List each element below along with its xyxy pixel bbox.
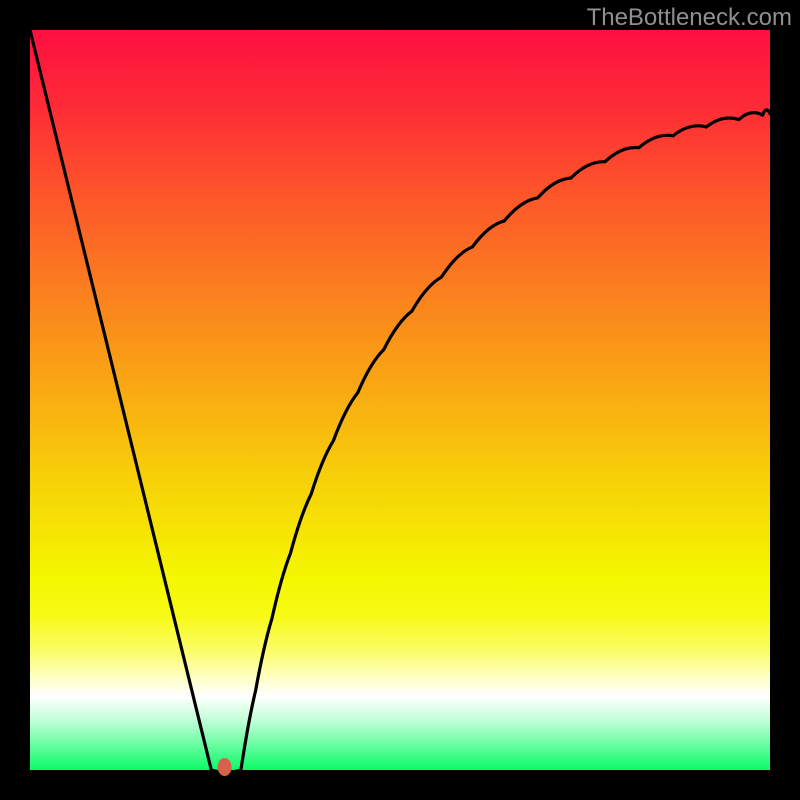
- plot-background: [30, 30, 770, 770]
- minimum-marker: [218, 758, 232, 776]
- bottleneck-chart: [0, 0, 800, 800]
- chart-stage: TheBottleneck.com: [0, 0, 800, 800]
